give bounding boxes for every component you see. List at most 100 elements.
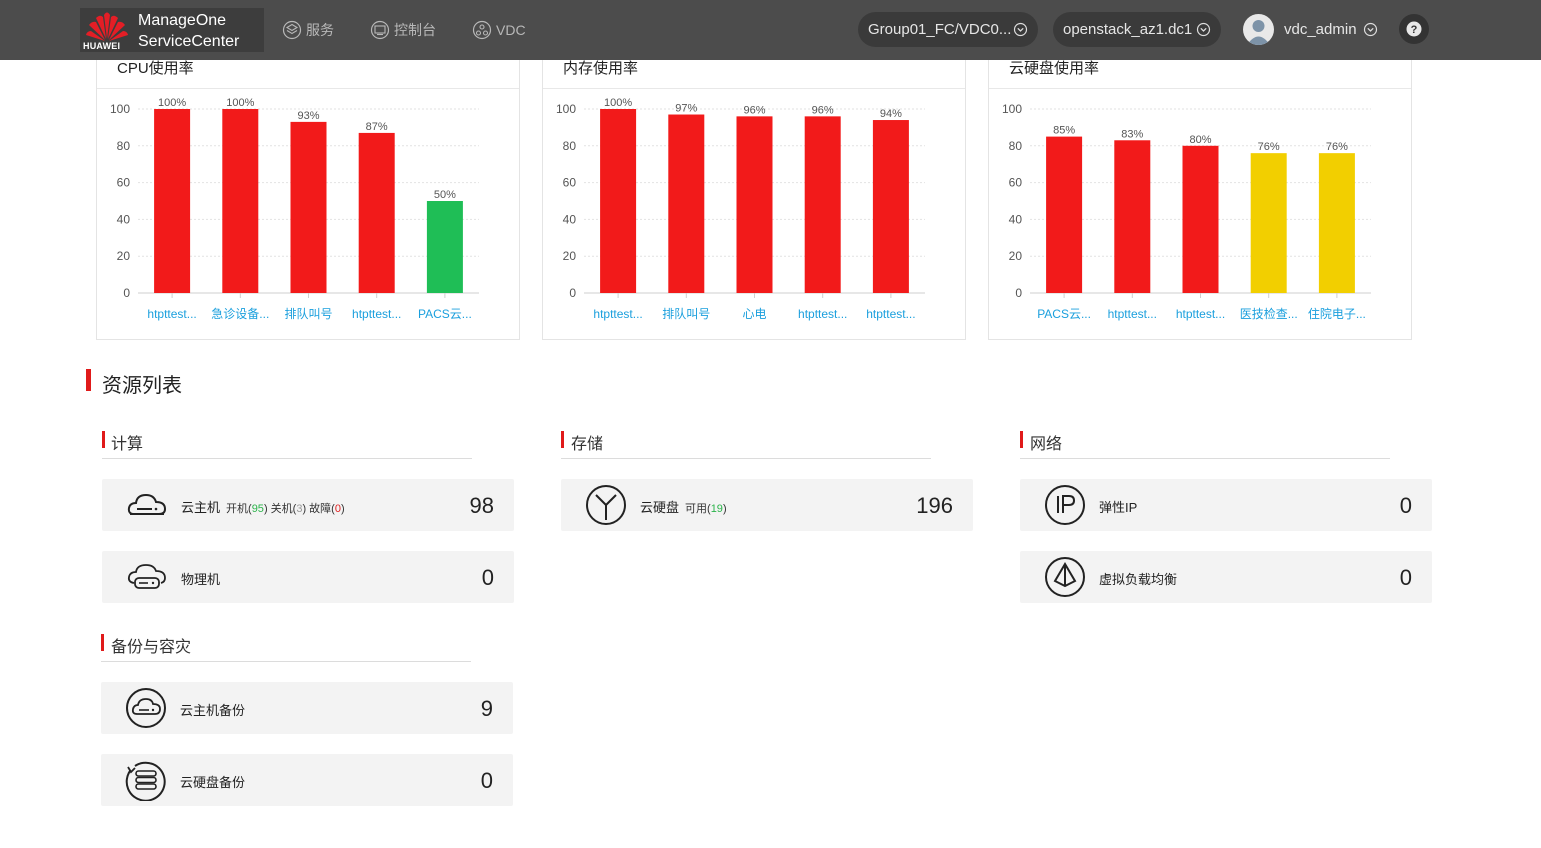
x-tick-label[interactable]: 医技检查... <box>1240 306 1298 321</box>
user-name: vdc_admin <box>1284 20 1357 38</box>
y-tick-label: 20 <box>563 249 577 263</box>
cloud-server-item[interactable]: 云主机 开机(95) 关机(3) 故障(0) 98 <box>102 479 514 531</box>
physical-server-icon <box>127 564 166 589</box>
bar <box>1182 145 1219 293</box>
divider <box>1020 458 1390 459</box>
cloud-disk-count: 196 <box>916 493 953 518</box>
y-tick-label: 60 <box>117 176 131 190</box>
powered-off-count: 3 <box>296 503 303 515</box>
x-tick-label[interactable]: 排队叫号 <box>662 306 710 321</box>
top-navigation-bar: HUAWEI ManageOne ServiceCenter 服务 控制台 VD… <box>0 0 1541 60</box>
user-menu[interactable]: vdc_admin <box>1243 13 1378 45</box>
y-tick-label: 80 <box>563 139 577 153</box>
data-label: 83% <box>1121 128 1143 140</box>
x-tick-label[interactable]: htpttest... <box>593 307 642 321</box>
product-name-line1: ManageOne <box>138 12 227 29</box>
x-tick-label[interactable]: htpttest... <box>798 307 847 321</box>
data-label: 96% <box>812 104 834 116</box>
cloud-server-status: 开机(95) 关机(3) 故障(0) <box>226 503 345 515</box>
divider <box>101 661 471 662</box>
vm-backup-icon <box>126 688 166 728</box>
x-tick-label[interactable]: htpttest... <box>352 307 401 321</box>
vdc-selector[interactable]: Group01_FC/VDC0... <box>858 12 1038 47</box>
y-tick-label: 80 <box>117 139 131 153</box>
y-tick-label: 100 <box>1002 102 1022 116</box>
disk-backup-label: 云硬盘备份 <box>180 775 246 790</box>
chevron-down-icon <box>1363 22 1377 36</box>
network-group-title: 网络 <box>1030 436 1063 453</box>
console-icon <box>370 20 390 40</box>
bar <box>1318 153 1355 293</box>
load-balancer-icon <box>1045 557 1085 597</box>
brand-name: HUAWEI <box>83 41 121 51</box>
x-tick-label[interactable]: 住院电子... <box>1308 307 1366 321</box>
x-tick-label[interactable]: PACS云... <box>418 307 472 321</box>
bar <box>1250 153 1287 293</box>
cloud-server-icon <box>127 493 167 515</box>
product-name-line2: ServiceCenter <box>138 33 240 50</box>
data-label: 76% <box>1326 141 1348 153</box>
cloud-server-count: 98 <box>469 493 494 518</box>
x-tick-label[interactable]: 排队叫号 <box>284 306 332 321</box>
memory-usage-chart: 0 20 40 60 80 100 100% htpttest... 97% 排队叫号 96% 心电 9… <box>556 97 925 321</box>
cloud-disk-icon <box>586 485 626 525</box>
disk-backup-icon <box>125 761 166 801</box>
x-tick-label[interactable]: htpttest... <box>866 307 915 321</box>
nav-vdc[interactable]: VDC <box>472 19 526 41</box>
divider <box>97 88 519 89</box>
load-balancer-item[interactable]: 虚拟负载均衡 0 <box>1020 551 1432 603</box>
backup-group-title: 备份与容灾 <box>111 639 192 656</box>
data-label: 97% <box>675 103 697 115</box>
y-tick-label: 40 <box>563 212 577 226</box>
x-tick-label[interactable]: htpttest... <box>1176 307 1225 321</box>
physical-server-item[interactable]: 物理机 0 <box>102 551 514 603</box>
cpu-usage-title: CPU使用率 <box>117 60 194 77</box>
disk-backup-item[interactable]: 云硬盘备份 0 <box>101 754 513 806</box>
bar <box>222 109 259 293</box>
bar <box>736 116 773 293</box>
help-button[interactable]: ? <box>1399 14 1429 44</box>
nav-vdc-label: VDC <box>496 22 526 38</box>
x-tick-label[interactable]: 急诊设备... <box>211 306 269 321</box>
bar <box>1046 136 1083 293</box>
y-tick-label: 60 <box>563 176 577 190</box>
huawei-logo[interactable]: HUAWEI ManageOne ServiceCenter <box>80 8 264 52</box>
group-marker <box>101 634 104 651</box>
group-marker <box>561 431 564 448</box>
elastic-ip-item[interactable]: 弹性IP 0 <box>1020 479 1432 531</box>
nav-console[interactable]: 控制台 <box>370 19 436 41</box>
disk-usage-card: 云硬盘使用率 0 20 40 60 80 100 85% PACS云... 83% htpttes… <box>988 60 1412 340</box>
cloud-disk-item[interactable]: 云硬盘 可用(19) 196 <box>561 479 973 531</box>
vm-backup-label: 云主机备份 <box>180 703 246 718</box>
help-symbol: ? <box>1411 24 1418 36</box>
cpu-usage-card: CPU使用率 0 20 40 60 80 100 100% htpttest... 100% 急诊… <box>96 60 520 340</box>
x-tick-label[interactable]: htpttest... <box>147 307 196 321</box>
fault-count: 0 <box>334 503 341 515</box>
vm-backup-item[interactable]: 云主机备份 9 <box>101 682 513 734</box>
data-label: 87% <box>366 121 388 133</box>
cpu-usage-chart: 0 20 40 60 80 100 100% htpttest... 100% 急诊设备... 93… <box>110 97 479 321</box>
region-selector[interactable]: openstack_az1.dc1 <box>1053 12 1221 47</box>
cloud-server-name: 云主机 <box>181 500 221 515</box>
powered-on-count: 95 <box>251 503 264 515</box>
group-marker <box>1020 431 1023 448</box>
elastic-ip-count: 0 <box>1399 493 1412 518</box>
y-tick-label: 20 <box>117 249 131 263</box>
physical-server-label: 物理机 <box>181 572 221 587</box>
x-tick-label[interactable]: htpttest... <box>1108 307 1157 321</box>
nav-console-label: 控制台 <box>394 22 436 38</box>
load-balancer-count: 0 <box>1399 565 1412 590</box>
cloud-disk-label: 云硬盘 可用(19) <box>640 497 727 516</box>
section-marker <box>86 369 91 391</box>
memory-usage-title: 内存使用率 <box>563 60 639 77</box>
bar <box>290 121 327 293</box>
y-tick-label: 0 <box>123 286 130 300</box>
huawei-petal-icon <box>86 12 128 41</box>
divider <box>543 88 965 89</box>
y-tick-label: 0 <box>1015 286 1022 300</box>
available-count: 19 <box>710 503 723 515</box>
x-tick-label[interactable]: PACS云... <box>1037 307 1091 321</box>
nav-services[interactable]: 服务 <box>282 19 334 41</box>
x-tick-label[interactable]: 心电 <box>742 307 766 321</box>
divider <box>989 88 1411 89</box>
